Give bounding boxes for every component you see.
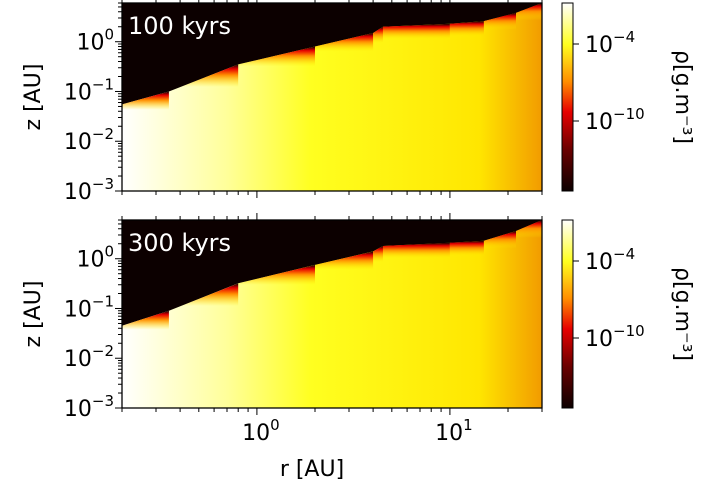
colorbar-label: ρ[g.m⁻³] [670, 50, 695, 144]
surface-gradient-segment [238, 264, 316, 332]
y-tick-label: 10−3 [64, 392, 114, 422]
y-axis-label: z [AU] [21, 64, 46, 131]
plot-frame [121, 2, 543, 192]
y-tick-label: 10−2 [64, 342, 114, 372]
surface-gradient-segment [373, 26, 383, 81]
surface-gradient-segment [382, 242, 450, 295]
y-tick-label: 100 [76, 243, 114, 273]
panel-time-label: 100 kyrs [128, 12, 231, 40]
surface-gradient-segment [373, 246, 383, 300]
y-tick-label: 100 [76, 26, 114, 56]
surface-gradient-segment [315, 251, 374, 313]
surface-gradient-segment [483, 231, 517, 289]
colorbar-label: ρ[g.m⁻³] [670, 267, 695, 361]
surface-gradient-segment [449, 21, 484, 72]
y-tick-label: 10−1 [64, 75, 114, 105]
panel-2: 100 10−1 10−2 10−3 100 101 300 kyrs z [AU] 10−4 1… [21, 213, 695, 446]
surface-gradient-segment [122, 310, 169, 374]
x-axis-label: r [AU] [280, 457, 344, 482]
surface-gradient-segment [168, 283, 239, 359]
surface-gradient-segment [483, 12, 517, 70]
surface-gradient-segment [516, 3, 542, 61]
plot-frame [121, 219, 543, 409]
y-axis-label: z [AU] [21, 281, 46, 348]
colorbar [561, 219, 574, 409]
y-tick-label: 10−1 [64, 292, 114, 322]
colorbar-tick-label: 10−4 [585, 245, 635, 275]
colorbar-tick-label: 10−4 [585, 28, 635, 58]
colorbar [561, 2, 574, 192]
x-tick-label: 101 [435, 416, 473, 446]
y-tick-label: 10−2 [64, 125, 114, 155]
colorbar-tick-label: 10−10 [585, 105, 645, 135]
surface-gradient-segment [382, 23, 450, 75]
surface-gradient-segment [238, 46, 316, 113]
colorbar-tick-label: 10−10 [585, 322, 645, 352]
surface-gradient-segment [122, 91, 169, 153]
surface-gradient-segment [168, 64, 239, 140]
surface-gradient-segment [516, 220, 542, 280]
x-tick-label: 100 [242, 416, 280, 446]
panel-time-label: 300 kyrs [128, 229, 231, 257]
surface-gradient-segment [449, 240, 484, 291]
y-tick-label: 10−3 [64, 175, 114, 205]
surface-gradient-segment [315, 32, 374, 95]
panel-1: 100 10−1 10−2 10−3 100 kyrs z [AU] 10−4 10−10 ρ[… [21, 0, 695, 205]
